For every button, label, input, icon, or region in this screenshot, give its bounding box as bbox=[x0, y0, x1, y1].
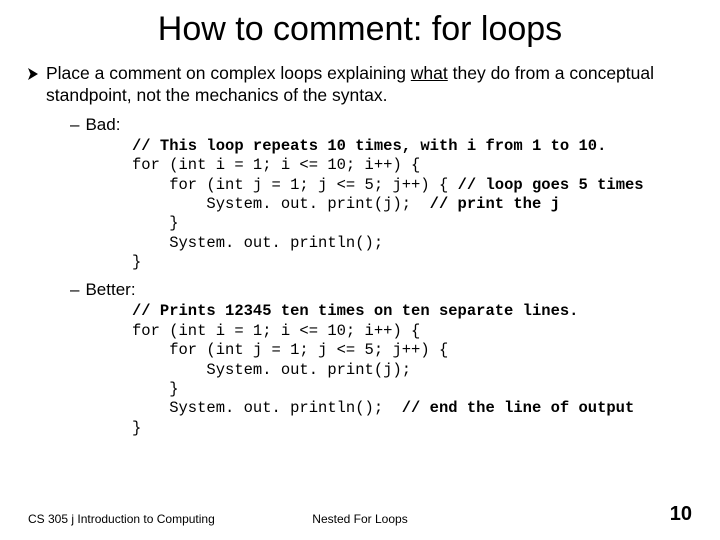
slide-title: How to comment: for loops bbox=[0, 0, 720, 63]
slide-footer: CS 305 j Introduction to Computing Neste… bbox=[0, 503, 720, 526]
better-section: – Better: // Prints 12345 ten times on t… bbox=[28, 280, 708, 438]
better-header: – Better: bbox=[70, 280, 708, 300]
bad-section: – Bad: // This loop repeats 10 times, wi… bbox=[28, 115, 708, 273]
main-bullet: Place a comment on complex loops explain… bbox=[28, 63, 708, 107]
better-label: Better: bbox=[85, 280, 135, 300]
bullet-icon bbox=[28, 68, 38, 80]
page-number: 10 bbox=[670, 503, 692, 526]
bullet-text: Place a comment on complex loops explain… bbox=[46, 63, 708, 107]
dash-icon: – bbox=[70, 115, 79, 135]
dash-icon: – bbox=[70, 280, 79, 300]
bullet-prefix: Place a comment on complex loops explain… bbox=[46, 63, 411, 83]
slide-content: Place a comment on complex loops explain… bbox=[0, 63, 720, 438]
footer-left: CS 305 j Introduction to Computing bbox=[28, 512, 215, 526]
bad-label: Bad: bbox=[85, 115, 120, 135]
footer-center: Nested For Loops bbox=[312, 512, 407, 526]
better-code: // Prints 12345 ten times on ten separat… bbox=[70, 302, 708, 438]
bad-header: – Bad: bbox=[70, 115, 708, 135]
bad-code: // This loop repeats 10 times, with i fr… bbox=[70, 137, 708, 273]
bullet-emphasis: what bbox=[411, 63, 448, 83]
